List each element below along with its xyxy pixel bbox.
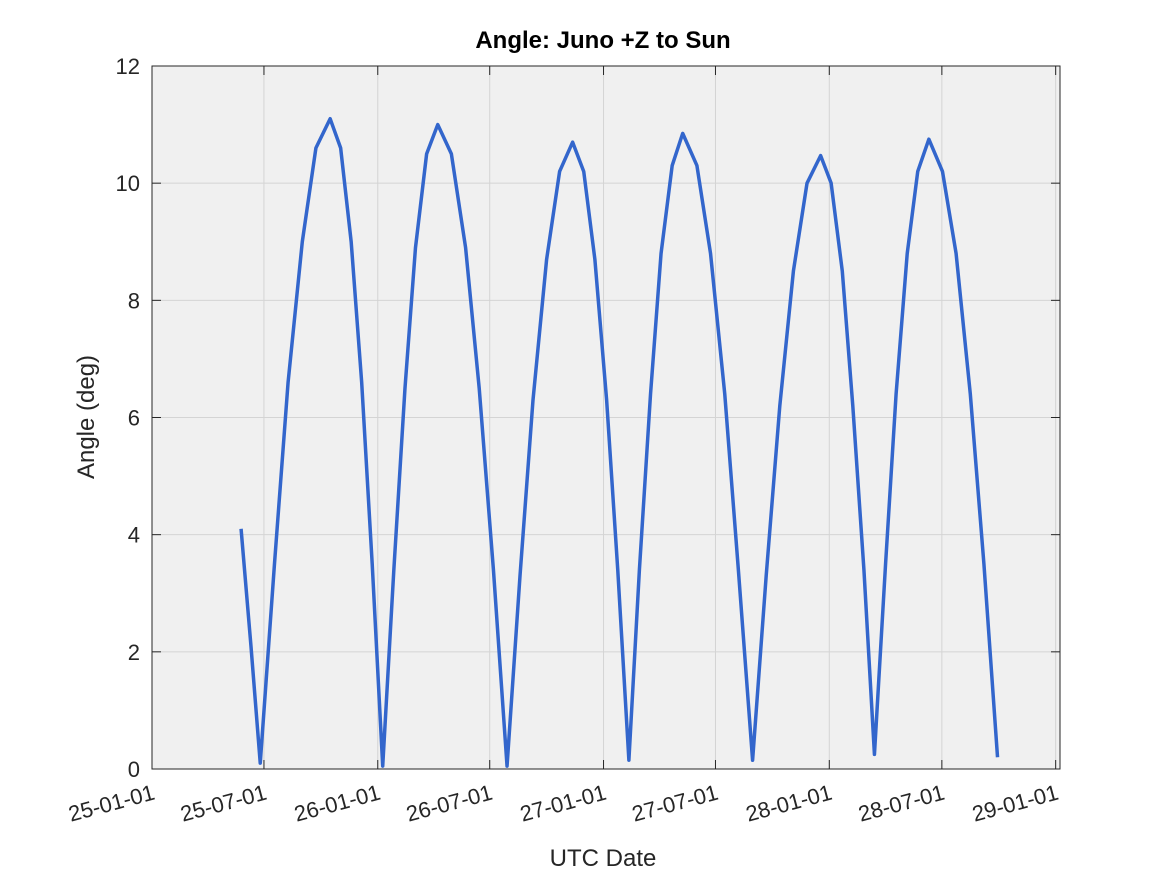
x-tick-label: 26-07-01: [403, 780, 495, 827]
x-tick-label: 29-01-01: [969, 780, 1061, 827]
x-tick-label: 28-07-01: [856, 780, 948, 827]
x-tick-label: 27-07-01: [629, 780, 721, 827]
x-tick-label: 28-01-01: [743, 780, 835, 827]
x-axis-label: UTC Date: [550, 845, 657, 872]
y-tick-label: 10: [116, 171, 140, 196]
y-tick-label: 0: [128, 757, 140, 782]
y-tick-label: 12: [116, 54, 140, 79]
lines: [239, 116, 1000, 768]
y-axis-label: Angle (deg): [73, 355, 100, 479]
x-tick-label: 27-01-01: [517, 780, 609, 827]
x-tick-label: 26-01-01: [292, 780, 384, 827]
x-tick-label: 25-07-01: [178, 780, 270, 827]
chart-title: Angle: Juno +Z to Sun: [475, 27, 730, 54]
y-tick-label: 4: [128, 523, 140, 548]
y-tick-label: 8: [128, 288, 140, 313]
y-tick-label: 6: [128, 406, 140, 431]
data-line: [239, 116, 1000, 768]
y-tick-label: 2: [128, 640, 140, 665]
x-tick-label: 25-01-01: [66, 780, 158, 827]
